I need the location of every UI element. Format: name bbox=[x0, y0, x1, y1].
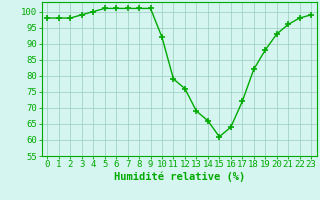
X-axis label: Humidité relative (%): Humidité relative (%) bbox=[114, 172, 245, 182]
